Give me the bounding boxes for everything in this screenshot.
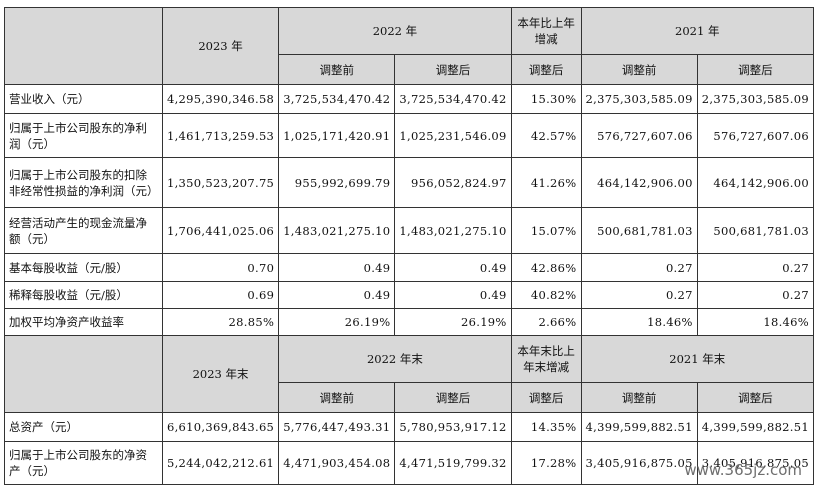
value-2021-before: 576,727,607.06 <box>580 113 698 158</box>
row-label: 归属于上市公司股东的净资产（元） <box>4 441 163 485</box>
header-change: 本年比上年 增减 <box>510 7 582 55</box>
value-change: 17.28% <box>510 441 582 485</box>
value-2023: 4,295,390,346.58 <box>161 84 280 114</box>
value-change: 42.86% <box>510 253 582 282</box>
value-2022-before: 955,992,699.79 <box>278 157 396 208</box>
table-row: 经营活动产生的现金流量净额（元） 1,706,441,025.06 1,483,… <box>4 207 814 254</box>
header-2023: 2023 年 <box>161 7 280 85</box>
header-2022-end: 2022 年末 <box>278 335 512 383</box>
value-change: 15.30% <box>510 84 582 114</box>
value-2023: 1,350,523,207.75 <box>161 157 280 208</box>
value-2021-after: 0.27 <box>696 281 814 309</box>
header-2021: 2021 年 <box>580 7 814 55</box>
value-2021-before: 3,405,916,875.05 <box>580 441 698 485</box>
value-2022-after: 4,471,519,799.32 <box>394 441 512 485</box>
value-2022-before: 26.19% <box>278 308 396 336</box>
table-row: 稀释每股收益（元/股） 0.69 0.49 0.49 40.82% 0.27 0… <box>4 281 814 309</box>
value-2022-after: 1,025,231,546.09 <box>394 113 512 158</box>
header-2023-end: 2023 年末 <box>161 335 280 413</box>
value-2021-before: 2,375,303,585.09 <box>580 84 698 114</box>
value-2021-after: 0.27 <box>696 253 814 282</box>
value-2022-after: 0.49 <box>394 281 512 309</box>
value-2022-after: 1,483,021,275.10 <box>394 207 512 254</box>
value-2021-after: 576,727,607.06 <box>696 113 814 158</box>
value-2022-before: 1,025,171,420.91 <box>278 113 396 158</box>
value-2022-after: 3,725,534,470.42 <box>394 84 512 114</box>
header-change-after: 调整后 <box>510 54 582 85</box>
header-2022-after: 调整后 <box>394 382 512 413</box>
value-2022-before: 4,471,903,454.08 <box>278 441 396 485</box>
value-2021-before: 0.27 <box>580 281 698 309</box>
value-2021-before: 464,142,906.00 <box>580 157 698 208</box>
value-2023: 1,706,441,025.06 <box>161 207 280 254</box>
header-2022-before: 调整前 <box>278 382 396 413</box>
table-row: 归属于上市公司股东的扣除非经常性损益的净利润（元） 1,350,523,207.… <box>4 157 814 208</box>
value-2021-before: 4,399,599,882.51 <box>580 412 698 442</box>
table-row: 营业收入（元） 4,295,390,346.58 3,725,534,470.4… <box>4 84 814 114</box>
value-2022-after: 0.49 <box>394 253 512 282</box>
value-2021-after: 3,405,916,875.05 <box>696 441 814 485</box>
value-change: 40.82% <box>510 281 582 309</box>
header-2021-after: 调整后 <box>696 54 814 85</box>
value-2021-after: 2,375,303,585.09 <box>696 84 814 114</box>
value-2023: 0.70 <box>161 253 280 282</box>
header-2021-before: 调整前 <box>580 54 698 85</box>
table-row: 归属于上市公司股东的净资产（元） 5,244,042,212.61 4,471,… <box>4 441 814 485</box>
value-2021-after: 18.46% <box>696 308 814 336</box>
value-2023: 0.69 <box>161 281 280 309</box>
row-label: 归属于上市公司股东的扣除非经常性损益的净利润（元） <box>4 157 163 208</box>
value-2021-before: 0.27 <box>580 253 698 282</box>
value-change: 15.07% <box>510 207 582 254</box>
header-2022-after: 调整后 <box>394 54 512 85</box>
header-corner-cell <box>4 7 163 85</box>
header-2021-end: 2021 年末 <box>580 335 814 383</box>
row-label: 营业收入（元） <box>4 84 163 114</box>
row-label: 基本每股收益（元/股） <box>4 253 163 282</box>
value-2022-after: 956,052,824.97 <box>394 157 512 208</box>
value-2021-after: 464,142,906.00 <box>696 157 814 208</box>
row-label: 归属于上市公司股东的净利润（元） <box>4 113 163 158</box>
row-label: 经营活动产生的现金流量净额（元） <box>4 207 163 254</box>
header-change-end: 本年末比上 年末增减 <box>510 335 582 383</box>
value-2022-before: 0.49 <box>278 253 396 282</box>
value-2023: 6,610,369,843.65 <box>161 412 280 442</box>
table-row: 加权平均净资产收益率 28.85% 26.19% 26.19% 2.66% 18… <box>4 308 814 336</box>
value-2021-before: 500,681,781.03 <box>580 207 698 254</box>
value-change: 42.57% <box>510 113 582 158</box>
value-2022-before: 0.49 <box>278 281 396 309</box>
value-2022-after: 26.19% <box>394 308 512 336</box>
value-2023: 28.85% <box>161 308 280 336</box>
value-2022-before: 3,725,534,470.42 <box>278 84 396 114</box>
value-2023: 1,461,713,259.53 <box>161 113 280 158</box>
table-row: 基本每股收益（元/股） 0.70 0.49 0.49 42.86% 0.27 0… <box>4 253 814 282</box>
header-2021-before: 调整前 <box>580 382 698 413</box>
value-2021-before: 18.46% <box>580 308 698 336</box>
header-2021-after: 调整后 <box>696 382 814 413</box>
table-row: 归属于上市公司股东的净利润（元） 1,461,713,259.53 1,025,… <box>4 113 814 158</box>
value-change: 41.26% <box>510 157 582 208</box>
value-change: 14.35% <box>510 412 582 442</box>
table-row: 总资产（元） 6,610,369,843.65 5,776,447,493.31… <box>4 412 814 442</box>
header-2022: 2022 年 <box>278 7 512 55</box>
header-2022-before: 调整前 <box>278 54 396 85</box>
value-2022-after: 5,780,953,917.12 <box>394 412 512 442</box>
row-label: 总资产（元） <box>4 412 163 442</box>
row-label: 稀释每股收益（元/股） <box>4 281 163 309</box>
value-2022-before: 5,776,447,493.31 <box>278 412 396 442</box>
financial-data-table: 2023 年 2022 年 本年比上年 增减 2021 年 调整前 调整后 调整后… <box>4 7 814 485</box>
value-2021-after: 4,399,599,882.51 <box>696 412 814 442</box>
header-corner-cell <box>4 335 163 413</box>
value-change: 2.66% <box>510 308 582 336</box>
value-2021-after: 500,681,781.03 <box>696 207 814 254</box>
header-change-after: 调整后 <box>510 382 582 413</box>
value-2022-before: 1,483,021,275.10 <box>278 207 396 254</box>
value-2023: 5,244,042,212.61 <box>161 441 280 485</box>
row-label: 加权平均净资产收益率 <box>4 308 163 336</box>
site-watermark: www.365jz.com <box>684 461 802 479</box>
